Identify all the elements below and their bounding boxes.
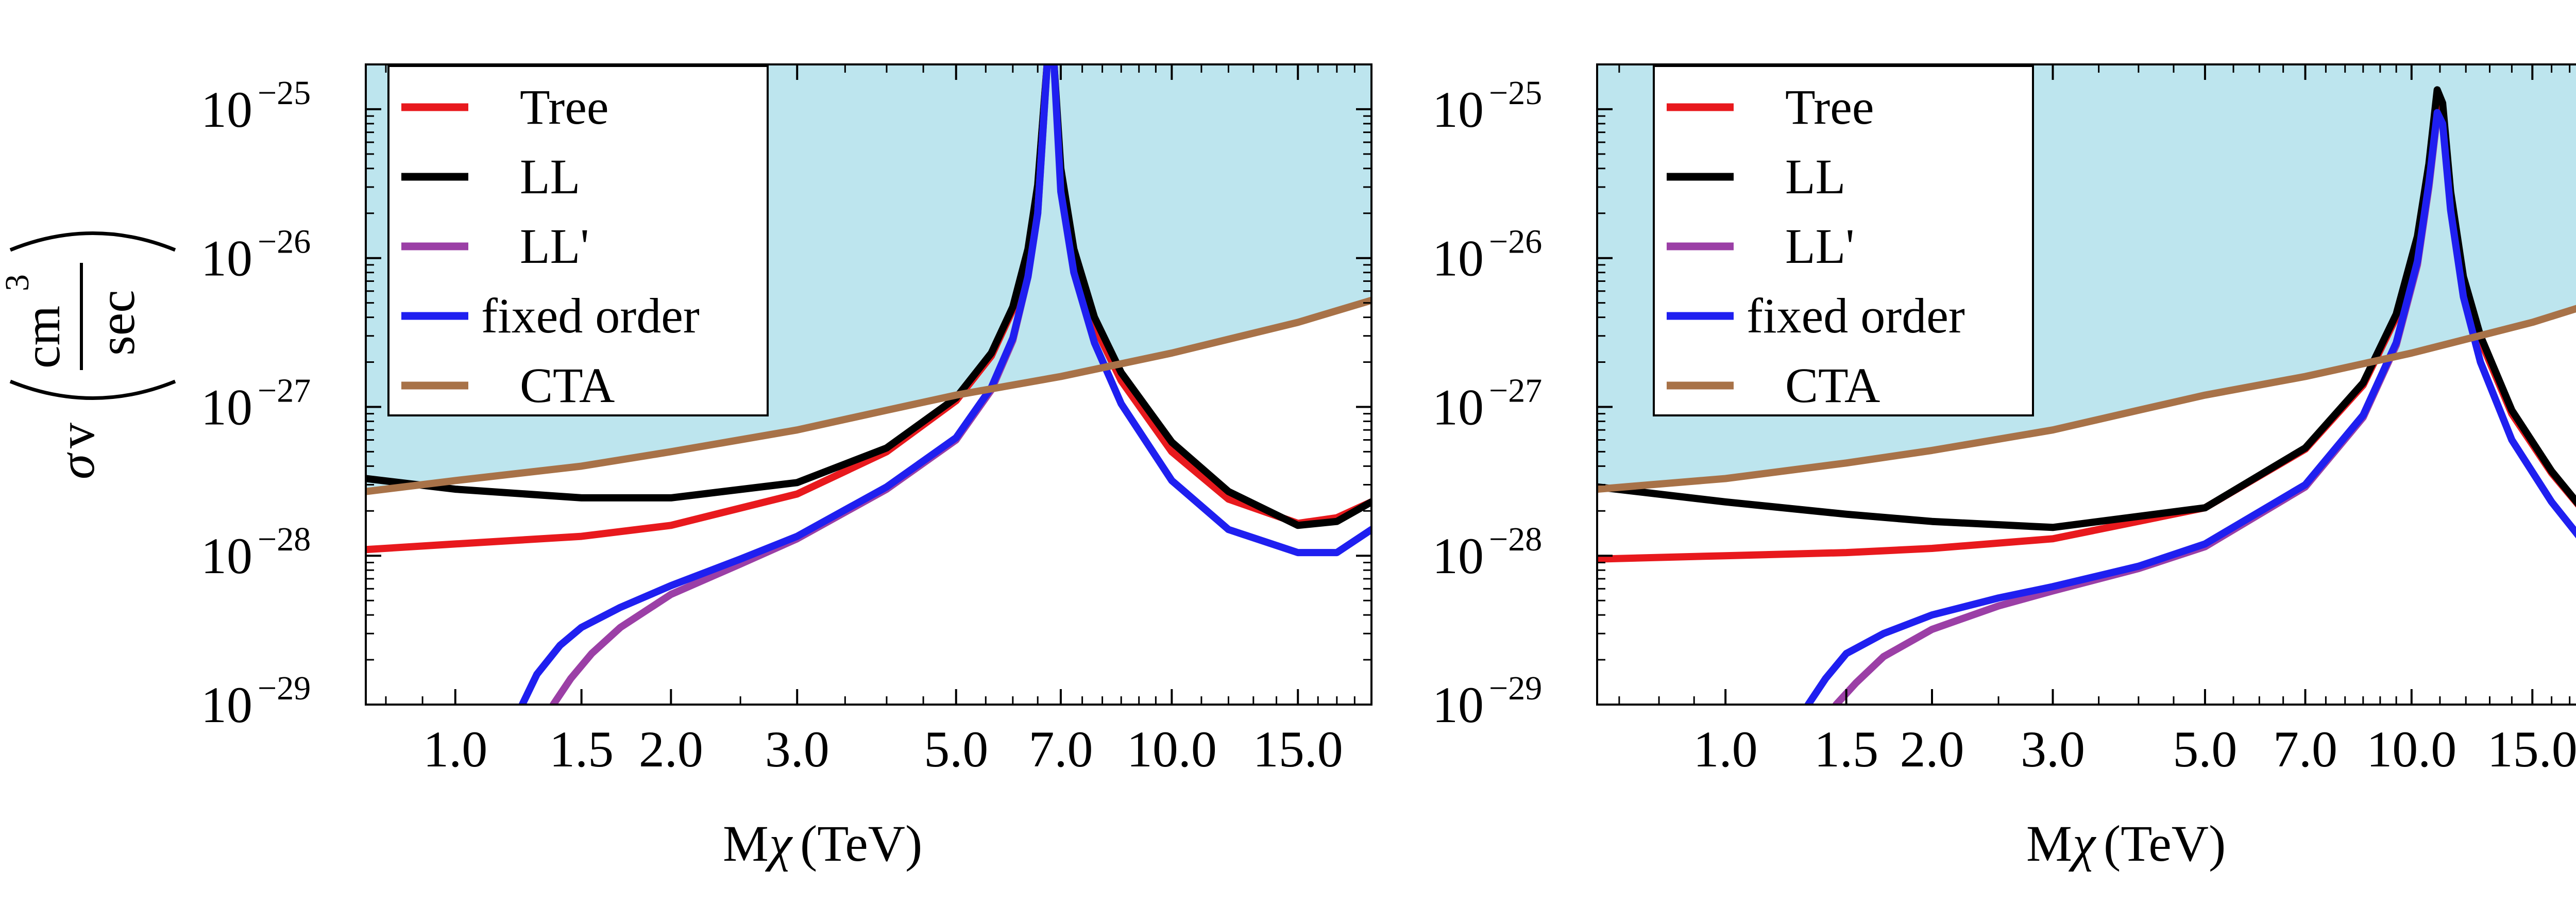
series-line-cta [366,296,1371,495]
x-tick-label: 2.0 [1900,721,1964,778]
x-tick-label: 15.0 [1253,721,1343,778]
y-axis-label-numerator: cm [13,306,71,369]
y-tick-label-exponent: −29 [258,670,311,707]
x-tick-label: 2.0 [639,721,703,778]
x-tick-label: 1.0 [1693,721,1758,778]
legend-label: LL' [520,219,589,274]
y-tick-label-base: 10 [201,81,252,138]
legend-item-cta: CTA [401,358,615,413]
legend-item-ll-prime: LL' [401,219,589,274]
x-tick-label: 3.0 [765,721,829,778]
x-tick-label: 1.5 [549,721,614,778]
x-axis-label-unit: (TeV) [2104,815,2226,872]
x-tick-label: 1.0 [423,721,487,778]
legend-label: CTA [1785,358,1880,413]
x-tick-label: 5.0 [924,721,988,778]
x-tick-label: 10.0 [1127,721,1217,778]
x-axis-label-chi: χ [2068,815,2097,872]
series-line-cta [1597,305,2576,493]
y-tick-label: 10 −26 [1432,223,1542,287]
y-tick-label-base: 10 [201,230,252,287]
y-axis-label-denominator: sec [88,290,145,356]
legend-label: fixed order [481,288,700,343]
y-tick-label: 10 −27 [201,372,311,436]
plot-frame [1596,63,2576,706]
y-tick-label-base: 10 [201,676,252,733]
legend-item-cta: CTA [1667,358,1880,413]
legend-label: LL [520,149,580,204]
y-tick-label: 10 −25 [201,74,311,138]
y-tick-label-exponent: −28 [258,521,311,558]
x-tick-label: 1.5 [1814,721,1878,778]
y-tick-label: 10 −28 [201,521,311,584]
y-tick-label-exponent: −26 [258,223,311,261]
legend-box-right [1653,65,2034,416]
y-tick-label-base: 10 [201,378,252,436]
legend-item-ll: LL [1667,149,1845,204]
y-tick-label: 10 −26 [201,223,311,287]
y-tick-label-base: 10 [1432,527,1484,584]
x-axis-label-chi: χ [765,815,793,872]
y-axis-label-v: v [48,423,105,448]
y-tick-label-base: 10 [1432,230,1484,287]
x-tick-label: 3.0 [2021,721,2085,778]
y-tick-label-exponent: −29 [1489,670,1542,707]
y-tick-label: 10 −29 [1432,670,1542,733]
legend-label: CTA [520,358,615,413]
legend-right: Tree LL LL' fixed order CTA [1653,65,2034,416]
legend-left: Tree LL LL' fixed order CTA [387,65,769,416]
legend-label: LL' [1785,219,1855,274]
legend-label: fixed order [1747,288,1965,343]
y-axis-label: σ v cm 3 sec [0,231,176,479]
x-tick-label: 7.0 [2273,721,2337,778]
x-tick-label: 10.0 [2366,721,2456,778]
legend-box-left [387,65,769,416]
x-axis-label-left: M χ (TeV) [723,815,922,872]
y-tick-label: 10 −29 [201,670,311,733]
x-axis-label-right: M χ (TeV) [2026,815,2226,872]
x-tick-label: 5.0 [2173,721,2237,778]
legend-item-ll-prime: LL' [1667,219,1855,274]
y-tick-label: 10 −27 [1432,372,1542,436]
y-axis-label-right-paren [9,231,176,252]
x-axis-label-m: M [723,815,769,872]
y-tick-label-exponent: −26 [1489,223,1542,261]
y-tick-label: 10 −28 [1432,521,1542,584]
x-tick-label: 7.0 [1028,721,1093,778]
legend-item-fixed-order: fixed order [401,288,700,343]
legend-item-ll: LL [401,149,580,204]
y-tick-label-exponent: −27 [1489,372,1542,409]
y-tick-label-base: 10 [1432,81,1484,138]
y-tick-label-exponent: −28 [1489,521,1542,558]
series-line-fixed-order [518,64,1371,705]
y-axis-label-sigma: σ [48,452,105,479]
y-tick-label-exponent: −25 [258,74,311,112]
y-tick-label-base: 10 [1432,676,1484,733]
legend-label: Tree [520,79,608,135]
y-tick-label: 10 −25 [1432,74,1542,138]
y-tick-label-base: 10 [201,527,252,584]
x-axis-label-m: M [2026,815,2072,872]
y-tick-label-exponent: −27 [258,372,311,409]
plot-frame [365,63,1372,706]
legend-item-tree: Tree [1667,79,1874,135]
legend-label: Tree [1785,79,1874,135]
x-axis-label-unit: (TeV) [800,815,922,872]
x-tick-label: 15.0 [2487,721,2576,778]
y-tick-label-exponent: −25 [1489,74,1542,112]
y-tick-label-base: 10 [1432,378,1484,436]
legend-label: LL [1785,149,1845,204]
y-axis-label-numerator-exponent: 3 [0,274,36,291]
legend-item-fixed-order: fixed order [1667,288,1965,343]
series-line-fixed-order [1804,109,2576,705]
y-axis-label-left-paren [9,379,176,400]
legend-item-tree: Tree [401,79,608,135]
